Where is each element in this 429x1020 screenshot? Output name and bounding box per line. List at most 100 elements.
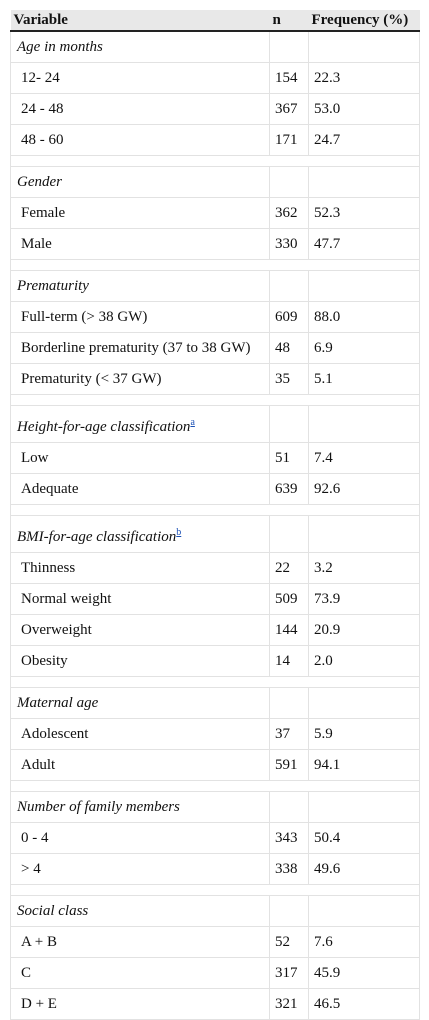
group-header-row: Gender [10, 166, 420, 198]
empty-cell [308, 405, 420, 443]
group-title-text: Prematurity [17, 278, 89, 294]
row-label: Normal weight [10, 583, 270, 615]
row-n: 367 [269, 93, 309, 125]
row-frequency: 88.0 [308, 301, 420, 333]
row-label: Obesity [10, 645, 270, 677]
spacer-row [10, 676, 420, 688]
spacer-row [10, 394, 420, 406]
group-header-row: Height-for-age classificationa [10, 405, 420, 443]
empty-cell [269, 791, 309, 823]
row-frequency: 92.6 [308, 473, 420, 505]
row-frequency: 47.7 [308, 228, 420, 260]
table-row: Adequate 639 92.6 [10, 473, 420, 505]
table-row: 24 - 48 367 53.0 [10, 93, 420, 125]
group-header-row: Maternal age [10, 687, 420, 719]
row-label: Full-term (> 38 GW) [10, 301, 270, 333]
group-title: Age in months [10, 31, 270, 63]
row-label: Borderline prematurity (37 to 38 GW) [10, 332, 270, 364]
spacer-row [10, 259, 420, 271]
footnote-ref: a [190, 414, 194, 428]
table-row: Obesity 14 2.0 [10, 645, 420, 677]
row-n: 35 [269, 363, 309, 395]
group-title: Maternal age [10, 687, 270, 719]
group-title: Gender [10, 166, 270, 198]
row-frequency: 22.3 [308, 62, 420, 94]
row-frequency: 53.0 [308, 93, 420, 125]
spacer-cell [10, 394, 420, 406]
empty-cell [269, 270, 309, 302]
empty-cell [269, 31, 309, 63]
row-label: C [10, 957, 270, 989]
table-row: > 4 338 49.6 [10, 853, 420, 885]
row-label: Male [10, 228, 270, 260]
group-title-text: Maternal age [17, 695, 99, 711]
row-frequency: 45.9 [308, 957, 420, 989]
table-row: Overweight 144 20.9 [10, 614, 420, 646]
row-frequency: 46.5 [308, 988, 420, 1020]
table-row: Thinness 22 3.2 [10, 552, 420, 584]
row-label: Adolescent [10, 718, 270, 750]
row-label: Adult [10, 749, 270, 781]
empty-cell [269, 895, 309, 927]
header-n: n [269, 10, 309, 32]
table-row: Full-term (> 38 GW) 609 88.0 [10, 301, 420, 333]
empty-cell [308, 791, 420, 823]
header-row: Variable n Frequency (%) [10, 10, 420, 32]
row-n: 317 [269, 957, 309, 989]
group-title-text: Number of family members [17, 799, 180, 815]
group-title-text: Age in months [17, 39, 103, 55]
spacer-cell [10, 780, 420, 792]
row-n: 14 [269, 645, 309, 677]
row-label: 12- 24 [10, 62, 270, 94]
row-frequency: 5.1 [308, 363, 420, 395]
row-n: 362 [269, 197, 309, 229]
group-title: BMI-for-age classificationb [10, 515, 270, 553]
row-frequency: 49.6 [308, 853, 420, 885]
group-title-text: BMI-for-age classification [17, 529, 177, 545]
row-frequency: 94.1 [308, 749, 420, 781]
row-frequency: 7.4 [308, 442, 420, 474]
empty-cell [269, 405, 309, 443]
footnote-link[interactable]: b [176, 527, 182, 538]
row-frequency: 24.7 [308, 124, 420, 156]
row-n: 48 [269, 332, 309, 364]
row-label: D + E [10, 988, 270, 1020]
spacer-row [10, 504, 420, 516]
row-frequency: 6.9 [308, 332, 420, 364]
group-title: Prematurity [10, 270, 270, 302]
spacer-row [10, 884, 420, 896]
spacer-cell [10, 259, 420, 271]
empty-cell [308, 270, 420, 302]
table-row: Prematurity (< 37 GW) 35 5.1 [10, 363, 420, 395]
empty-cell [308, 515, 420, 553]
spacer-cell [10, 676, 420, 688]
row-n: 52 [269, 926, 309, 958]
table-row: C 317 45.9 [10, 957, 420, 989]
row-frequency: 3.2 [308, 552, 420, 584]
empty-cell [308, 31, 420, 63]
header-variable: Variable [10, 10, 270, 32]
empty-cell [269, 687, 309, 719]
data-table: Variable n Frequency (%) Age in months 12… [10, 10, 420, 1020]
row-n: 171 [269, 124, 309, 156]
row-frequency: 7.6 [308, 926, 420, 958]
row-frequency: 73.9 [308, 583, 420, 615]
row-label: 48 - 60 [10, 124, 270, 156]
row-n: 609 [269, 301, 309, 333]
table-row: 48 - 60 171 24.7 [10, 124, 420, 156]
row-label: Adequate [10, 473, 270, 505]
row-n: 22 [269, 552, 309, 584]
table-row: Borderline prematurity (37 to 38 GW) 48 6.… [10, 332, 420, 364]
table-body: Age in months 12- 24 154 22.3 24 - 48 367 53.0… [10, 31, 420, 1020]
empty-cell [308, 166, 420, 198]
group-header-row: BMI-for-age classificationb [10, 515, 420, 553]
footnote-link[interactable]: a [190, 417, 195, 428]
spacer-cell [10, 155, 420, 167]
table-row: 12- 24 154 22.3 [10, 62, 420, 94]
empty-cell [308, 687, 420, 719]
empty-cell [269, 515, 309, 553]
table-row: Adolescent 37 5.9 [10, 718, 420, 750]
row-frequency: 50.4 [308, 822, 420, 854]
group-header-row: Social class [10, 895, 420, 927]
row-n: 330 [269, 228, 309, 260]
